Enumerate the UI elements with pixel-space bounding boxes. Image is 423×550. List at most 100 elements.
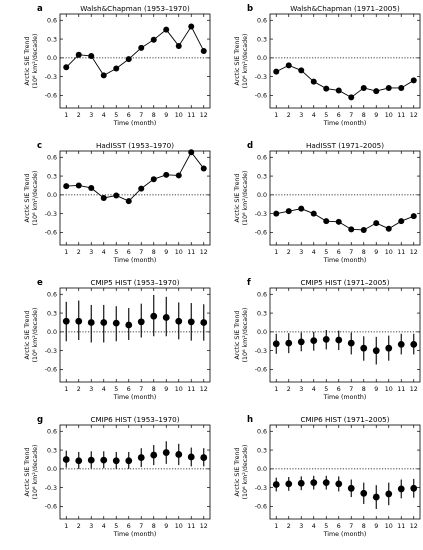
plot-frame xyxy=(59,150,211,246)
data-point xyxy=(322,479,330,487)
y-axis-unit-label: (10⁶ km²/decade) xyxy=(32,308,39,363)
x-tick-label: 9 xyxy=(164,112,168,119)
data-point xyxy=(175,317,183,325)
plot-frame xyxy=(59,287,211,383)
data-point xyxy=(150,451,158,459)
x-tick-label: 12 xyxy=(410,386,418,393)
x-tick-label: 12 xyxy=(200,523,208,530)
y-axis-label: Arctic SIE Trend xyxy=(234,448,241,497)
y-axis-unit-label: (10⁶ km²/decade) xyxy=(32,171,39,226)
data-point xyxy=(272,481,280,488)
x-tick-label: 8 xyxy=(152,386,156,393)
plot-frame xyxy=(269,13,421,109)
x-tick-label: 1 xyxy=(274,386,278,393)
y-axis-unit-label: (10⁶ km²/decade) xyxy=(32,34,39,89)
x-tick-label: 4 xyxy=(102,112,106,119)
data-point xyxy=(188,149,195,156)
panel-letter: h xyxy=(247,415,253,425)
y-axis-unit-label: (10⁶ km²/decade) xyxy=(242,171,249,226)
data-point xyxy=(335,336,343,344)
data-point xyxy=(272,340,280,348)
data-point xyxy=(188,23,195,30)
data-point xyxy=(88,184,95,191)
x-tick-label: 4 xyxy=(312,112,316,119)
x-tick-label: 5 xyxy=(114,386,118,393)
data-point xyxy=(150,176,157,183)
data-point xyxy=(187,318,195,326)
data-point xyxy=(335,480,343,488)
x-tick-label: 11 xyxy=(187,386,195,393)
x-tick-label: 5 xyxy=(324,523,328,530)
y-tick-label: 0.6 xyxy=(257,291,267,298)
x-tick-label: 9 xyxy=(374,249,378,256)
series-line xyxy=(65,25,205,77)
data-point xyxy=(410,213,417,220)
y-tick-label: 0.6 xyxy=(47,428,57,435)
x-tick-label: 3 xyxy=(299,249,303,256)
y-axis-label: Arctic SIE Trend xyxy=(234,311,241,360)
x-tick-label: 5 xyxy=(114,249,118,256)
panel-e: -0.6-0.30.00.30.61 2 3 4 5 6 7 8 9 10 11 12e CMIP5 H… xyxy=(24,278,211,401)
y-axis-unit-label: (10⁶ km²/decade) xyxy=(242,308,249,363)
x-tick-label: 8 xyxy=(362,386,366,393)
data-point xyxy=(348,226,355,233)
data-point xyxy=(112,319,120,327)
x-tick-label: 4 xyxy=(102,523,106,530)
y-tick-label: 0.3 xyxy=(257,447,267,454)
data-point xyxy=(63,183,70,190)
data-point xyxy=(100,72,107,79)
data-point xyxy=(175,451,183,458)
panel-c: -0.6-0.30.00.30.61 2 3 4 5 6 7 8 9 10 11 12c HadISST… xyxy=(24,141,211,264)
data-point xyxy=(75,182,82,189)
x-tick-label: 1 xyxy=(274,112,278,119)
data-point xyxy=(285,339,293,347)
plot-frame xyxy=(59,13,211,109)
y-axis-label: Arctic SIE Trend xyxy=(24,37,31,86)
x-tick-label: 3 xyxy=(299,112,303,119)
x-tick-label: 5 xyxy=(324,112,328,119)
x-tick-label: 2 xyxy=(287,249,291,256)
x-tick-label: 10 xyxy=(175,249,183,256)
data-point xyxy=(175,172,182,179)
data-point xyxy=(87,319,95,326)
y-axis-label: Arctic SIE Trend xyxy=(234,37,241,86)
x-tick-label: 10 xyxy=(385,249,393,256)
data-point xyxy=(62,456,70,463)
x-axis-label: Time (month) xyxy=(323,531,367,538)
x-tick-label: 11 xyxy=(187,249,195,256)
y-axis-unit-label: (10⁶ km²/decade) xyxy=(242,445,249,500)
x-tick-label: 3 xyxy=(89,249,93,256)
x-tick-label: 12 xyxy=(200,249,208,256)
data-point xyxy=(347,339,355,347)
data-point xyxy=(125,56,132,63)
x-tick-label: 7 xyxy=(349,523,353,530)
y-tick-label: 0.6 xyxy=(47,291,57,298)
data-point xyxy=(410,484,418,492)
data-point xyxy=(87,456,95,464)
y-tick-label: -0.6 xyxy=(45,93,57,100)
panel-letter: d xyxy=(247,141,253,151)
panel-title: CMIP6 HIST (1953–1970) xyxy=(90,415,179,424)
y-tick-label: -0.3 xyxy=(45,74,57,81)
x-tick-label: 7 xyxy=(349,386,353,393)
y-axis-unit-label: (10⁶ km²/decade) xyxy=(242,34,249,89)
y-tick-label: 0.0 xyxy=(257,55,267,62)
data-point xyxy=(410,341,418,348)
data-point xyxy=(175,42,182,49)
data-point xyxy=(125,457,133,465)
x-tick-label: 8 xyxy=(362,249,366,256)
x-tick-label: 11 xyxy=(397,523,405,530)
y-tick-label: 0.0 xyxy=(47,192,57,199)
y-tick-label: -0.6 xyxy=(45,504,57,511)
y-tick-label: 0.3 xyxy=(47,173,57,180)
data-point xyxy=(297,479,305,487)
x-tick-label: 1 xyxy=(64,523,68,530)
x-tick-label: 11 xyxy=(187,112,195,119)
x-tick-label: 12 xyxy=(410,112,418,119)
y-tick-label: 0.6 xyxy=(257,428,267,435)
y-tick-label: -0.6 xyxy=(255,230,267,237)
data-point xyxy=(125,198,132,205)
data-point xyxy=(138,44,145,51)
plot-frame xyxy=(269,150,421,246)
x-axis-label: Time (month) xyxy=(113,257,157,264)
